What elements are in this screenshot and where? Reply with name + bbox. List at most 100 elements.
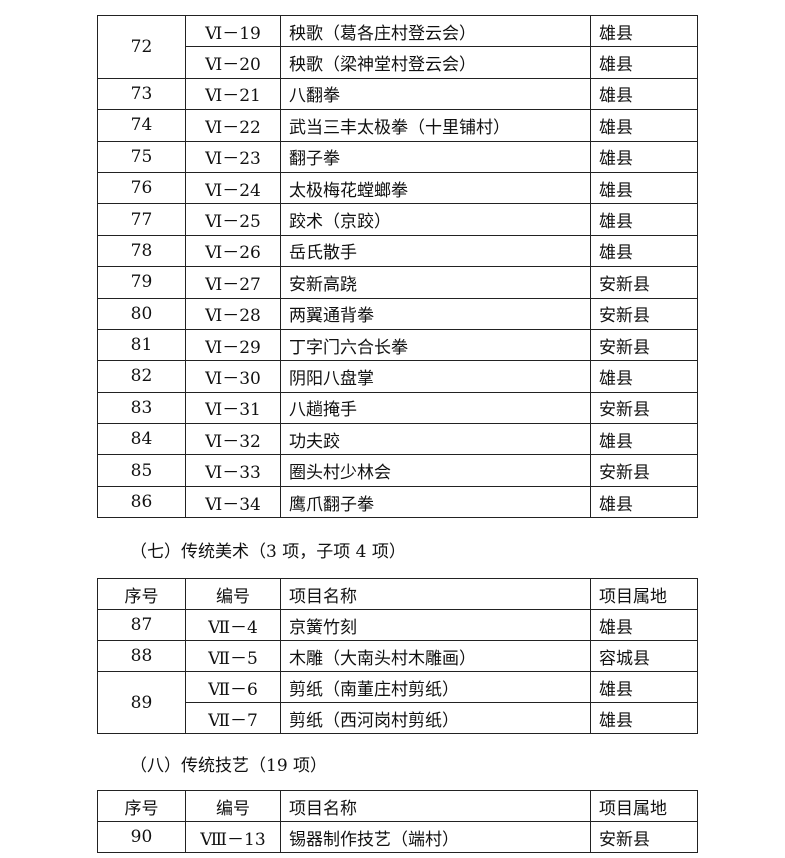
code-cell: Ⅵ－22 (185, 109, 281, 142)
row: 89 Ⅶ－6 剪纸（南董庄村剪纸） 雄县 (97, 671, 698, 734)
code-cell: Ⅵ－19 (185, 14, 281, 48)
code-cell: Ⅵ－30 (185, 360, 281, 393)
number-cell: 73 (97, 77, 186, 111)
code-cell: Ⅶ－6 (185, 671, 281, 703)
row: 83 Ⅵ－31 八趟掩手 安新县 (97, 391, 698, 425)
number-cell: 81 (97, 328, 186, 362)
header-row: 序号 编号 项目名称 项目属地 (97, 578, 698, 610)
name-cell: 秧歌（葛各庄村登云会） (280, 14, 591, 48)
row: Ⅶ－7 剪纸（西河岗村剪纸） 雄县 (98, 702, 698, 734)
name-cell: 木雕（大南头村木雕画） (280, 640, 591, 672)
header-cell: 项目名称 (280, 578, 591, 610)
name-cell: 锡器制作技艺（端村） (280, 821, 591, 853)
row: 82 Ⅵ－30 阴阳八盘掌 雄县 (97, 360, 698, 393)
row: 77 Ⅵ－25 跤术（京跤） 雄县 (97, 203, 698, 236)
header-cell: 序号 (97, 578, 186, 610)
row: 87 Ⅶ－4 京簧竹刻 雄县 (97, 609, 698, 641)
data-table: 序号 编号 项目名称 项目属地 87 Ⅶ－4 京簧竹刻 雄县 88 Ⅶ－5 木雕（大南头村木雕画）容… (97, 578, 698, 734)
name-cell: 两翼通背拳 (280, 297, 591, 330)
number-cell: 75 (97, 140, 186, 173)
code-cell: Ⅶ－7 (185, 702, 281, 734)
number-cell: 79 (97, 266, 186, 299)
place-cell: 安新县 (590, 454, 698, 487)
header-cell: 编号 (185, 578, 281, 610)
number-cell: 88 (97, 640, 186, 672)
name-cell: 圈头村少林会 (280, 454, 591, 487)
name-cell: 安新高跷 (280, 266, 591, 299)
code-cell: Ⅵ－33 (185, 454, 281, 487)
place-cell: 雄县 (590, 234, 698, 268)
row: 84 Ⅵ－32 功夫跤 雄县 (97, 423, 698, 456)
name-cell: 八趟掩手 (280, 391, 591, 425)
name-cell: 京簧竹刻 (280, 609, 591, 641)
place-cell: 雄县 (590, 423, 698, 456)
name-cell: 阴阳八盘掌 (280, 360, 591, 393)
place-cell: 容城县 (590, 640, 698, 672)
number-cell: 90 (97, 821, 186, 853)
data-table: 72 Ⅵ－19 秧歌（葛各庄村登云会） 雄县 Ⅵ－20 秧歌（梁神堂村登云会） 雄县 73 Ⅵ－… (97, 14, 698, 519)
table-body: 序号 编号 项目名称 项目属地 87 Ⅶ－4 京簧竹刻 雄县 88 Ⅶ－5 木雕（大南头村木雕画）容… (97, 578, 698, 734)
place-cell: 安新县 (590, 297, 698, 330)
row: 75 Ⅵ－23 翻子拳 雄县 (97, 140, 698, 173)
place-cell: 雄县 (590, 485, 698, 519)
name-cell: 功夫跤 (280, 423, 591, 456)
code-cell: Ⅵ－21 (185, 77, 281, 111)
place-cell: 雄县 (590, 360, 698, 393)
name-cell: 八翻拳 (280, 77, 591, 111)
code-cell: Ⅵ－25 (185, 203, 281, 236)
number-cell: 83 (97, 391, 186, 425)
code-cell: Ⅵ－27 (185, 266, 281, 299)
header-row: 序号 编号 项目名称 项目属地 (97, 790, 698, 822)
number-cell: 89 (97, 671, 186, 734)
row: 90 Ⅷ－13 锡器制作技艺（端村） 安新县 (97, 821, 698, 853)
place-cell: 雄县 (590, 171, 698, 205)
row: 76 Ⅵ－24 太极梅花螳螂拳 雄县 (97, 171, 698, 205)
name-cell: 剪纸（西河岗村剪纸） (280, 702, 591, 734)
header-cell: 序号 (97, 790, 186, 822)
place-cell: 雄县 (590, 671, 698, 703)
code-cell: Ⅶ－5 (185, 640, 281, 672)
code-cell: Ⅵ－34 (185, 485, 281, 519)
number-cell: 74 (97, 109, 186, 142)
name-cell: 跤术（京跤） (280, 203, 591, 236)
name-cell: 武当三丰太极拳（十里铺村） (280, 109, 591, 142)
place-cell: 安新县 (590, 391, 698, 425)
header-cell: 项目属地 (590, 790, 698, 822)
number-cell: 78 (97, 234, 186, 268)
code-cell: Ⅵ－26 (185, 234, 281, 268)
row: 86 Ⅵ－34 鹰爪翻子拳 雄县 (97, 485, 698, 519)
place-cell: 雄县 (590, 609, 698, 641)
row: 74 Ⅵ－22 武当三丰太极拳（十里铺村） 雄县 (97, 109, 698, 142)
name-cell: 秧歌（梁神堂村登云会） (280, 46, 591, 79)
place-cell: 安新县 (590, 328, 698, 362)
name-cell: 翻子拳 (280, 140, 591, 173)
row: 81 Ⅵ－29 丁字门六合长拳 安新县 (97, 328, 698, 362)
number-cell: 86 (97, 485, 186, 519)
number-cell: 84 (97, 423, 186, 456)
name-cell: 岳氏散手 (280, 234, 591, 268)
name-cell: 太极梅花螳螂拳 (280, 171, 591, 205)
number-cell: 87 (97, 609, 186, 641)
place-cell: 雄县 (590, 14, 698, 48)
number-cell: 82 (97, 360, 186, 393)
row: 80 Ⅵ－28 两翼通背拳 安新县 (97, 297, 698, 330)
place-cell: 雄县 (590, 203, 698, 236)
code-cell: Ⅵ－32 (185, 423, 281, 456)
code-cell: Ⅷ－13 (185, 821, 281, 853)
row: 88 Ⅶ－5 木雕（大南头村木雕画） 容城县 (97, 640, 698, 672)
row: Ⅵ－20 秧歌（梁神堂村登云会） 雄县 (98, 46, 698, 79)
table-body: 72 Ⅵ－19 秧歌（葛各庄村登云会） 雄县 Ⅵ－20 秧歌（梁神堂村登云会） 雄县 73 Ⅵ－… (97, 14, 698, 519)
number-cell: 85 (97, 454, 186, 487)
header-cell: 项目属地 (590, 578, 698, 610)
code-cell: Ⅵ－28 (185, 297, 281, 330)
place-cell: 雄县 (590, 702, 698, 734)
code-cell: Ⅵ－20 (185, 46, 281, 79)
row: 78 Ⅵ－26 岳氏散手 雄县 (97, 234, 698, 268)
number-cell: 76 (97, 171, 186, 205)
section-heading: （七）传统美术（3 项，子项 4 项） (130, 542, 406, 562)
row: 72 Ⅵ－19 秧歌（葛各庄村登云会） 雄县 (97, 14, 698, 79)
number-cell: 80 (97, 297, 186, 330)
name-cell: 鹰爪翻子拳 (280, 485, 591, 519)
header-cell: 编号 (185, 790, 281, 822)
